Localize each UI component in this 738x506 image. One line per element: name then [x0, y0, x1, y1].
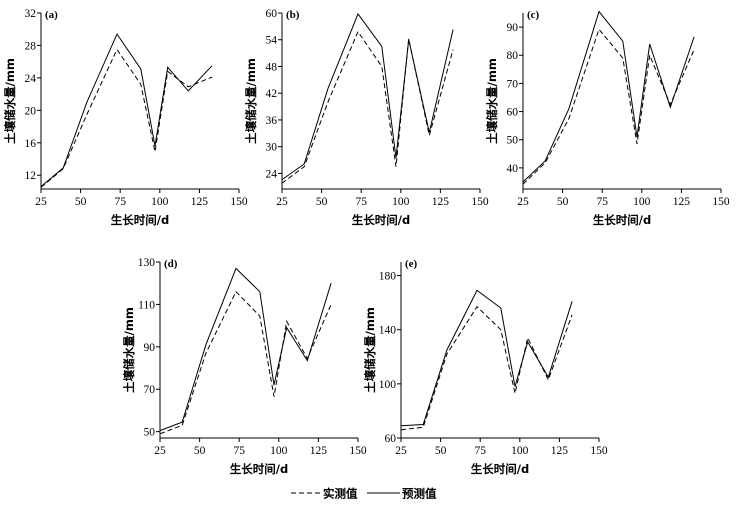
x-axis-title: 生长时间/d — [352, 213, 410, 227]
series-line-predicted — [522, 10, 695, 183]
y-tick-label: 60 — [266, 8, 278, 20]
y-tick-label: 50 — [144, 427, 156, 439]
y-tick-label: 60 — [385, 433, 397, 445]
panel-label: (d) — [164, 258, 178, 270]
x-tick-label: 25 — [35, 196, 47, 208]
y-tick-label: 90 — [144, 342, 156, 354]
y-tick-label: 32 — [25, 8, 37, 20]
y-tick-label: 90 — [507, 22, 519, 34]
x-tick-label: 75 — [474, 445, 486, 457]
x-axis-title: 生长时间/d — [471, 462, 529, 476]
y-tick-label: 54 — [266, 35, 278, 47]
y-tick-label: 110 — [138, 299, 155, 311]
y-tick-label: 180 — [379, 271, 397, 283]
x-tick-label: 125 — [551, 445, 569, 457]
panel-label: (e) — [405, 258, 418, 270]
series-line-measured — [522, 28, 695, 185]
x-tick-label: 50 — [435, 445, 447, 457]
x-tick-label: 50 — [316, 196, 328, 208]
y-tick-label: 42 — [266, 88, 278, 100]
x-tick-label: 100 — [270, 445, 288, 457]
x-tick-label: 150 — [590, 445, 608, 457]
x-tick-label: 25 — [276, 196, 288, 208]
panel-label: (b) — [286, 9, 300, 21]
y-tick-label: 12 — [25, 170, 37, 182]
series-line-measured — [159, 290, 332, 435]
x-axis-title: 生长时间/d — [593, 213, 651, 227]
y-tick-label: 70 — [144, 384, 156, 396]
legend-predicted-label: 预测值 — [402, 487, 437, 501]
y-tick-label: 130 — [138, 257, 156, 269]
legend: 实测值 预测值 — [291, 487, 437, 501]
y-tick-label: 140 — [379, 325, 397, 337]
panel-label: (a) — [45, 9, 58, 21]
y-tick-label: 70 — [507, 78, 519, 90]
x-tick-label: 25 — [154, 445, 166, 457]
series-line-predicted — [281, 12, 454, 181]
series-line-predicted — [40, 33, 213, 187]
x-tick-label: 150 — [349, 445, 367, 457]
x-tick-label: 50 — [75, 196, 87, 208]
chart-panel-1: 25 50 75 100 125 150 12 16 20 24 28 32 (a) 生长时间/d 土壤储水… — [3, 8, 248, 227]
y-tick-label: 16 — [25, 138, 37, 150]
x-tick-label: 25 — [517, 196, 529, 208]
x-tick-label: 125 — [432, 196, 450, 208]
x-tick-label: 25 — [395, 445, 407, 457]
y-tick-label: 100 — [379, 379, 397, 391]
y-tick-label: 28 — [25, 40, 37, 52]
axes — [40, 13, 239, 190]
x-tick-label: 125 — [191, 196, 209, 208]
x-tick-label: 150 — [471, 196, 489, 208]
y-tick-label: 24 — [266, 168, 278, 180]
x-tick-label: 50 — [557, 196, 569, 208]
chart-panel-4: 25 50 75 100 125 150 50 70 90 110 130 (d) 生长时间/d 土壤储水… — [122, 257, 367, 476]
series-line-measured — [400, 305, 573, 431]
y-tick-label: 24 — [25, 73, 37, 85]
y-axis-title: 土壤储水量/mm — [363, 307, 377, 393]
panel-label: (c) — [527, 9, 540, 21]
series-line-measured — [281, 30, 454, 184]
x-axis-title: 生长时间/d — [230, 462, 288, 476]
series-line-predicted — [400, 289, 573, 427]
x-tick-label: 125 — [673, 196, 691, 208]
y-axis-title: 土壤储水量/mm — [244, 58, 258, 144]
y-tick-label: 36 — [266, 115, 278, 127]
y-axis-title: 土壤储水量/mm — [3, 58, 17, 144]
x-tick-label: 100 — [392, 196, 410, 208]
x-tick-label: 100 — [633, 196, 651, 208]
series-line-measured — [40, 48, 213, 188]
y-tick-label: 20 — [25, 105, 37, 117]
y-axis-title: 土壤储水量/mm — [485, 58, 499, 144]
y-tick-label: 48 — [266, 61, 278, 73]
axes — [159, 262, 358, 439]
chart-panel-3: 25 50 75 100 125 150 40 50 60 70 80 90 (c) 生长时间/d 土壤储水… — [485, 9, 730, 227]
x-tick-label: 50 — [194, 445, 206, 457]
x-tick-label: 75 — [596, 196, 608, 208]
y-tick-label: 80 — [507, 50, 519, 62]
x-tick-label: 100 — [511, 445, 529, 457]
x-tick-label: 125 — [310, 445, 328, 457]
chart-panel-2: 25 50 75 100 125 150 24 30 36 42 48 54 60 (b) 生长时间/d 土壤… — [244, 8, 489, 227]
x-tick-label: 75 — [355, 196, 367, 208]
x-axis-title: 生长时间/d — [111, 213, 169, 227]
x-tick-label: 150 — [230, 196, 248, 208]
series-line-predicted — [159, 267, 332, 432]
y-tick-label: 50 — [507, 135, 519, 147]
x-tick-label: 150 — [712, 196, 730, 208]
y-tick-label: 60 — [507, 107, 519, 119]
axes — [400, 262, 599, 439]
chart-panels: 25 50 75 100 125 150 12 16 20 24 28 32 (a) 生长时间/d 土壤储水… — [3, 8, 730, 476]
y-axis-title: 土壤储水量/mm — [122, 307, 136, 393]
legend-measured-label: 实测值 — [323, 487, 358, 501]
x-tick-label: 75 — [233, 445, 245, 457]
x-tick-label: 100 — [151, 196, 169, 208]
chart-panel-5: 25 50 75 100 125 150 60 100 140 180 (e) 生长时间/d 土壤储水量… — [363, 258, 608, 476]
x-tick-label: 75 — [114, 196, 126, 208]
y-tick-label: 30 — [266, 142, 278, 154]
y-tick-label: 40 — [507, 163, 519, 175]
axes — [522, 13, 721, 190]
